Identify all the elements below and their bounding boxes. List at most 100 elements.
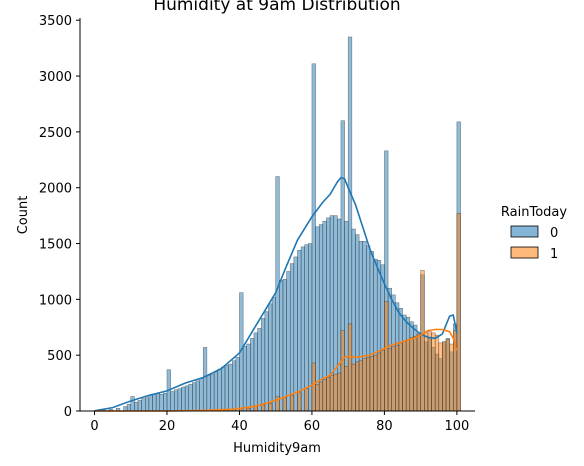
bar-series-0-26 bbox=[202, 347, 208, 412]
bar-series-0-12 bbox=[152, 394, 157, 412]
bar-series-0-46 bbox=[275, 176, 280, 412]
bar-series-0-38 bbox=[246, 343, 251, 412]
bar-series-0-50 bbox=[289, 263, 295, 412]
bar-series-1-21 bbox=[329, 375, 334, 412]
y-tick-label-500: 500 bbox=[47, 349, 72, 364]
bar-series-0-19 bbox=[177, 388, 182, 412]
chart-title: Humidity at 9am Distribution bbox=[153, 0, 400, 15]
bar-series-0-43 bbox=[264, 311, 269, 412]
bar-series-0-44 bbox=[268, 303, 273, 412]
bar-series-0-20 bbox=[181, 386, 186, 412]
bar-series-1-48 bbox=[427, 331, 432, 412]
bar-series-0-54 bbox=[304, 244, 309, 412]
bar-series-0-34 bbox=[231, 360, 237, 412]
legend-swatch-0 bbox=[510, 225, 539, 238]
bar-series-1-22 bbox=[333, 373, 338, 412]
bar-series-1-24 bbox=[340, 330, 345, 412]
x-tick-label-80: 80 bbox=[376, 419, 393, 434]
bar-series-0-9 bbox=[141, 398, 146, 412]
bar-series-0-40 bbox=[253, 332, 258, 412]
bar-series-1-34 bbox=[376, 352, 382, 412]
bar-series-0-49 bbox=[286, 271, 291, 412]
bar-series-0-31 bbox=[221, 366, 226, 412]
bar-series-1-26 bbox=[347, 323, 353, 412]
bar-series-0-32 bbox=[224, 364, 229, 412]
x-axis-label: Humidity9am bbox=[233, 441, 321, 456]
legend-title: RainToday bbox=[501, 205, 567, 220]
bar-series-0-14 bbox=[159, 394, 164, 412]
bar-series-1-19 bbox=[322, 379, 327, 412]
bar-series-0-35 bbox=[235, 357, 240, 412]
bar-series-0-6 bbox=[130, 396, 135, 412]
bar-series-1-56 bbox=[456, 213, 461, 412]
bar-series-0-27 bbox=[206, 375, 211, 412]
bar-series-1-32 bbox=[369, 356, 374, 412]
legend-label-0: 0 bbox=[550, 226, 558, 241]
bar-series-0-18 bbox=[173, 389, 179, 412]
bar-series-1-53 bbox=[445, 339, 450, 412]
bar-series-0-47 bbox=[279, 280, 284, 412]
bar-series-0-11 bbox=[148, 395, 153, 412]
bar-series-1-12 bbox=[282, 397, 287, 412]
bar-series-0-37 bbox=[242, 345, 248, 412]
legend-swatch-1 bbox=[510, 246, 539, 259]
bar-series-0-8 bbox=[137, 400, 142, 412]
y-tick-label-3500: 3500 bbox=[39, 14, 72, 29]
bar-series-1-25 bbox=[344, 366, 349, 412]
x-tick-label-60: 60 bbox=[304, 419, 321, 434]
bar-series-1-40 bbox=[398, 342, 403, 412]
legend: RainToday 0 1 bbox=[501, 205, 567, 262]
bar-series-1-33 bbox=[373, 354, 378, 412]
y-ticks: 0 500 1000 1500 2000 2500 3000 3500 bbox=[39, 14, 80, 420]
bar-series-1-17 bbox=[315, 383, 320, 412]
bar-series-1-13 bbox=[289, 395, 295, 412]
bar-series-0-48 bbox=[282, 279, 287, 412]
bar-series-1-51 bbox=[438, 342, 443, 412]
bar-series-0-24 bbox=[195, 380, 200, 412]
bar-series-1-27 bbox=[351, 363, 356, 412]
bar-series-1-15 bbox=[304, 388, 309, 412]
bar-series-0-45 bbox=[271, 296, 277, 412]
bar-series-0-10 bbox=[144, 397, 150, 412]
y-tick-label-0: 0 bbox=[64, 405, 72, 420]
bar-series-1-28 bbox=[355, 361, 360, 412]
bar-series-0-15 bbox=[163, 392, 168, 412]
bar-series-1-29 bbox=[358, 360, 363, 412]
x-ticks: 0 20 40 60 80 100 bbox=[90, 411, 469, 434]
bar-series-0-41 bbox=[257, 328, 262, 412]
bar-series-1-30 bbox=[362, 358, 367, 412]
x-tick-label-100: 100 bbox=[444, 419, 469, 434]
bar-series-1-47 bbox=[424, 332, 429, 412]
bar-series-1-18 bbox=[318, 381, 324, 412]
bar-series-1-38 bbox=[391, 345, 396, 412]
bar-series-0-5 bbox=[126, 404, 132, 412]
bar-series-1-23 bbox=[337, 372, 342, 412]
bar-series-1-20 bbox=[326, 377, 331, 412]
bar-series-1-35 bbox=[380, 350, 385, 412]
bar-series-1-16 bbox=[311, 362, 316, 412]
bar-series-0-30 bbox=[217, 368, 222, 412]
bar-series-1-9 bbox=[260, 404, 266, 412]
bar-series-1-45 bbox=[416, 333, 421, 412]
kde-lines bbox=[94, 176, 458, 412]
bar-series-1-44 bbox=[413, 335, 418, 412]
y-tick-label-2000: 2000 bbox=[39, 182, 72, 197]
x-tick-label-20: 20 bbox=[159, 419, 176, 434]
bar-series-0-33 bbox=[228, 363, 233, 412]
y-axis-label: Count bbox=[16, 196, 31, 235]
axes bbox=[79, 18, 475, 412]
bar-series-1-14 bbox=[297, 391, 302, 412]
bar-series-1-52 bbox=[442, 341, 447, 412]
bar-series-0-22 bbox=[188, 383, 193, 412]
bar-series-1-46 bbox=[420, 270, 425, 412]
bar-series-1-43 bbox=[409, 337, 414, 412]
bar-series-0-51 bbox=[293, 256, 298, 412]
bar-series-1-50 bbox=[434, 334, 440, 412]
bar-series-1-49 bbox=[431, 332, 436, 412]
bar-series-0-56 bbox=[311, 63, 316, 412]
bar-series-1-10 bbox=[268, 402, 273, 412]
y-tick-label-1000: 1000 bbox=[39, 293, 72, 308]
y-tick-label-3000: 3000 bbox=[39, 70, 72, 85]
bar-series-0-25 bbox=[199, 378, 204, 412]
